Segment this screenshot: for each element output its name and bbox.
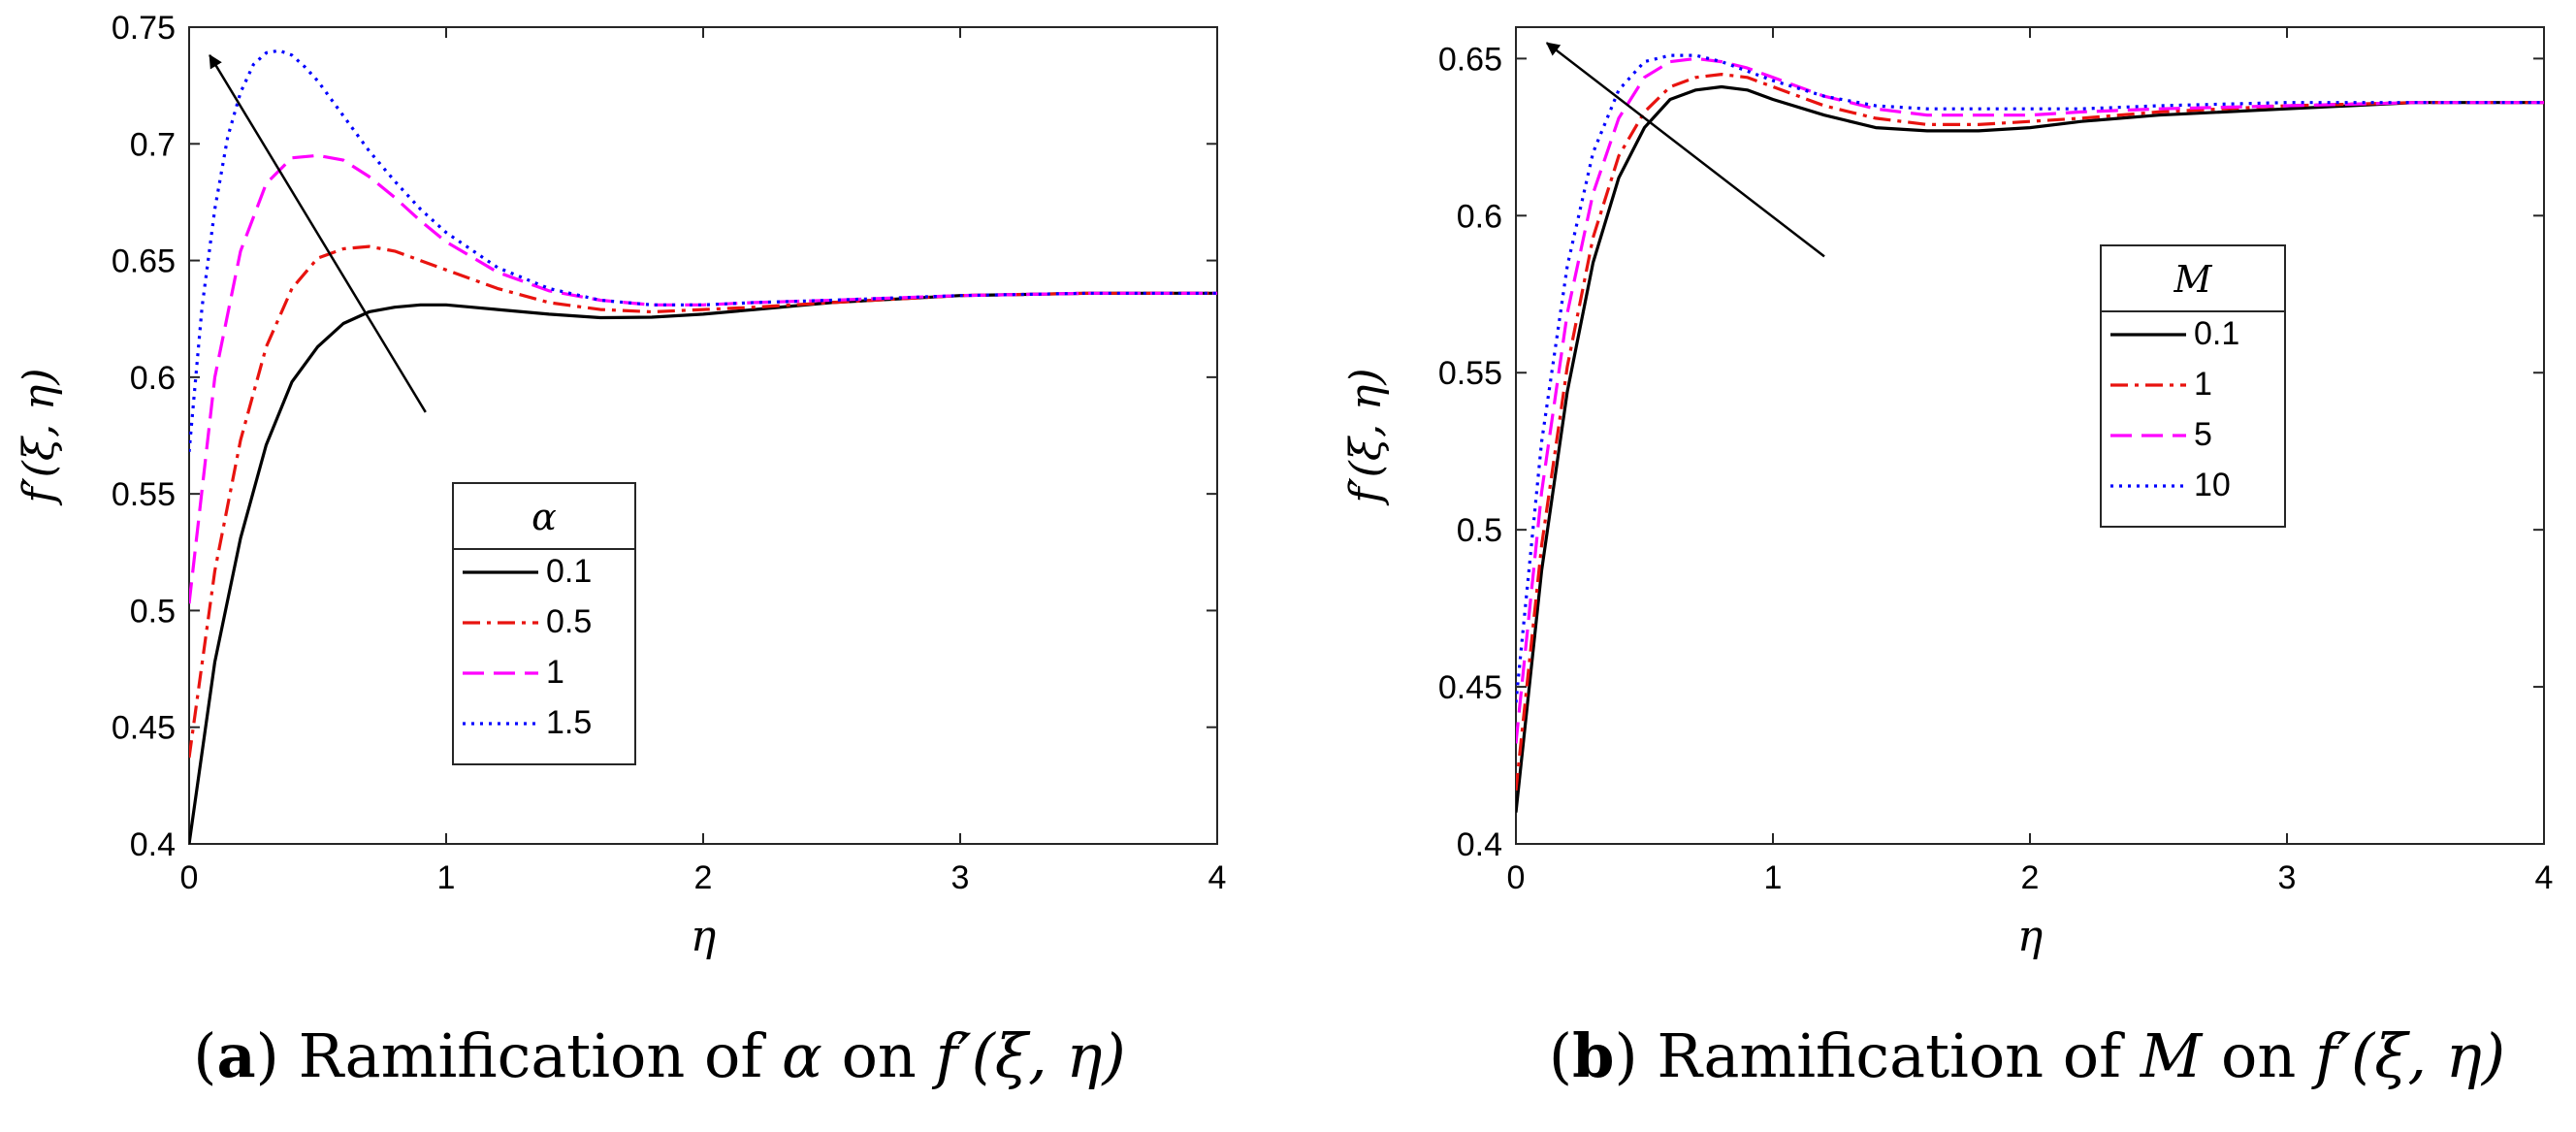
x-tick-label: 0 <box>1507 859 1526 896</box>
trend-arrow <box>209 53 427 413</box>
figure-caption: (b) Ramification of M on f′(ξ, η) <box>1549 1020 2505 1091</box>
caption-part: M <box>2140 1020 2204 1091</box>
y-tick-label: 0.55 <box>112 476 176 513</box>
x-tick-label: 0 <box>180 859 199 896</box>
series-group <box>189 49 1217 844</box>
y-axis-label: f′(ξ, η) <box>1341 368 1391 505</box>
y-tick-label: 0.7 <box>130 126 176 163</box>
x-axis-label: η <box>2017 912 2043 961</box>
trend-arrow <box>1545 42 1825 258</box>
legend-title: α <box>531 496 557 538</box>
caption-punct <box>822 1020 842 1091</box>
plot-area <box>1515 26 2545 845</box>
legend-label-0.1: 0.1 <box>2194 315 2239 352</box>
series-line-0.1 <box>1516 84 2544 813</box>
legend-label-0.5: 0.5 <box>546 603 592 640</box>
y-tick-label: 0.6 <box>1457 198 1502 235</box>
x-tick-label: 2 <box>2021 859 2040 896</box>
x-tick-label: 1 <box>437 859 456 896</box>
caption-punct <box>762 1020 782 1091</box>
y-tick-label: 0.5 <box>130 593 176 630</box>
x-tick-label: 3 <box>2278 859 2297 896</box>
y-tick-label: 0.5 <box>1457 512 1502 549</box>
y-tick-label: 0.75 <box>112 10 176 47</box>
y-tick-label: 0.45 <box>1438 669 1502 706</box>
chart-a: 0 1 2 3 4 0.4 0.45 0.5 0.55 0.6 0.65 0.7 0.75 η f′(ξ, … <box>15 10 1226 1091</box>
legend-label-1: 1 <box>2194 366 2212 403</box>
legend-label-5: 5 <box>2194 416 2212 453</box>
legend-box <box>2100 244 2286 528</box>
x-axis-label: η <box>691 912 716 961</box>
x-tick-label: 4 <box>2535 859 2554 896</box>
legend-title: M <box>2174 258 2213 301</box>
y-tick-label: 0.65 <box>112 243 176 280</box>
series-line-1 <box>189 153 1217 604</box>
legend-box <box>452 482 636 765</box>
y-tick-label: 0.6 <box>130 360 176 397</box>
series-line-1.5 <box>189 49 1217 452</box>
caption-part: on <box>842 1020 917 1091</box>
y-tick-label: 0.4 <box>130 826 176 863</box>
caption-punct <box>2121 1020 2141 1091</box>
plot-area <box>188 26 1218 845</box>
series-line-0.1 <box>189 291 1217 844</box>
y-tick-label: 0.4 <box>1457 826 1502 863</box>
y-tick-label: 0.65 <box>1438 41 1502 78</box>
y-tick-label: 0.45 <box>112 710 176 747</box>
y-tick-label: 0.55 <box>1438 355 1502 392</box>
y-axis-label: f′(ξ, η) <box>15 368 64 505</box>
legend-label-10: 10 <box>2194 467 2231 503</box>
caption-punct: ) <box>256 1020 299 1091</box>
x-tick-label: 2 <box>694 859 713 896</box>
x-tick-label: 4 <box>1208 859 1227 896</box>
legend: α 0.1 0.5 1 1.5 <box>452 482 636 765</box>
caption-punct <box>2296 1020 2315 1091</box>
series-line-0.5 <box>189 244 1217 759</box>
caption-part: α <box>782 1020 822 1091</box>
series-line-10 <box>1516 53 2544 703</box>
caption-punct <box>917 1020 936 1091</box>
x-tick-label: 3 <box>951 859 970 896</box>
caption-part: on <box>2221 1020 2296 1091</box>
caption-part: f′(ξ, η) <box>932 1020 1126 1091</box>
caption-part: f′(ξ, η) <box>2311 1020 2505 1091</box>
caption-punct: ) <box>1614 1020 1657 1091</box>
caption-part: Ramification of <box>299 1020 767 1091</box>
caption-punct <box>2202 1020 2221 1091</box>
chart-b: 0 1 2 3 4 0.4 0.45 0.5 0.55 0.6 0.65 η f′(ξ, η) M 0.1 1… <box>1341 26 2554 1091</box>
figure-caption: (a) Ramification of α on f′(ξ, η) <box>193 1020 1125 1091</box>
legend-label-1.5: 1.5 <box>546 704 592 741</box>
caption-part: Ramification of <box>1657 1020 2125 1091</box>
caption-part: b <box>1572 1020 1614 1091</box>
caption-punct: ( <box>193 1020 216 1091</box>
legend-label-0.1: 0.1 <box>546 553 592 590</box>
series-line-1 <box>1516 72 2544 792</box>
series-line-5 <box>1516 56 2544 744</box>
x-tick-label: 1 <box>1764 859 1783 896</box>
legend: M 0.1 1 5 10 <box>2100 244 2286 528</box>
series-group <box>1516 53 2544 813</box>
legend-label-1: 1 <box>546 654 564 691</box>
caption-punct: ( <box>1549 1020 1572 1091</box>
caption-part: a <box>216 1020 255 1091</box>
